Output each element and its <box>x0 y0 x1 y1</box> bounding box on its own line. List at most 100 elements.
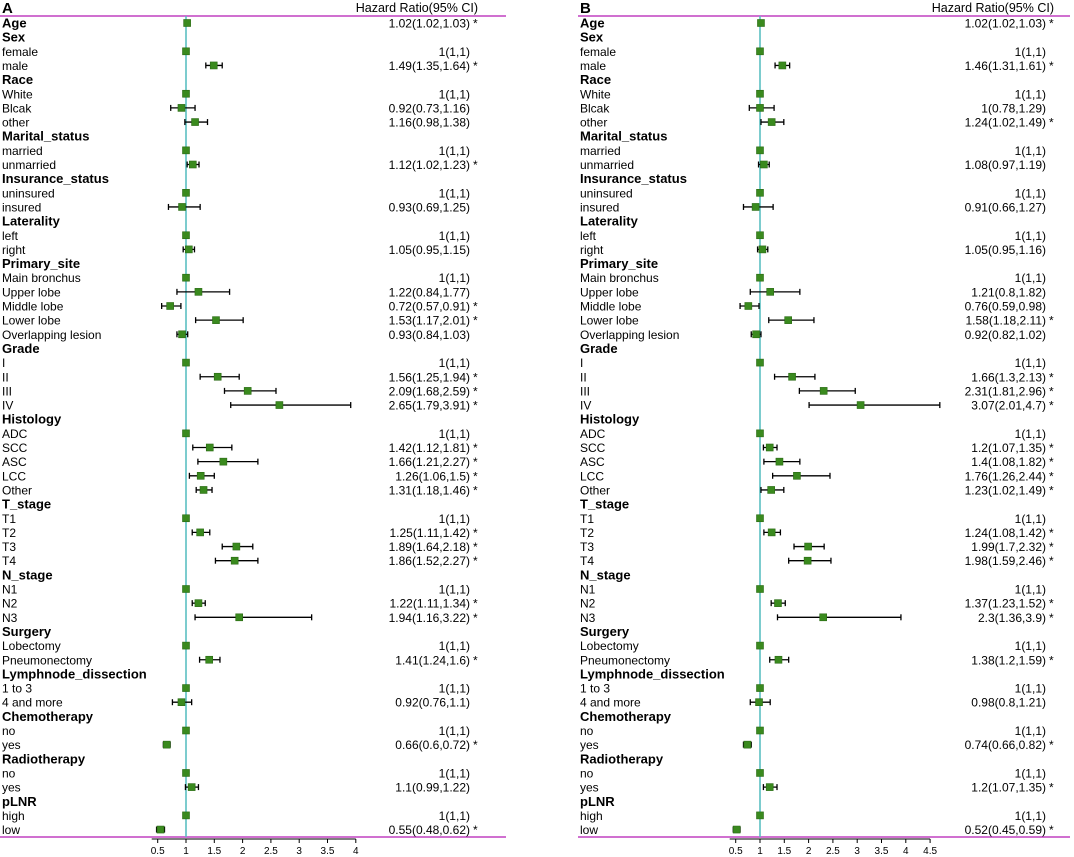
panel-a-hr-value: 1(1,1) <box>439 87 470 101</box>
panel-b-row-label: no <box>580 766 594 780</box>
panel-a-hr-value: 1.31(1.18,1.46) <box>389 483 470 497</box>
panel-b-row-label: insured <box>580 200 619 214</box>
panel-a-significance-mark: * <box>473 554 478 568</box>
panel-a-significance-mark: * <box>473 384 478 398</box>
panel-b-hr-marker <box>778 61 787 70</box>
panel-b-letter: B <box>580 0 591 17</box>
panel-b-row-label: Upper lobe <box>580 285 639 299</box>
panel-a-hr-value: 1.89(1.64,2.18) <box>389 540 470 554</box>
panel-b-row-label: yes <box>580 781 599 795</box>
panel-a-hr-marker <box>212 316 220 324</box>
panel-b-hr-value: 1(1,1) <box>1015 356 1046 370</box>
panel-b-hr-value: 1.4(1.08,1.82) <box>971 455 1046 469</box>
panel-b-row-label: unmarried <box>580 158 634 172</box>
panel-b-row-label: T2 <box>580 526 594 540</box>
panel-a-significance-mark: * <box>473 370 478 384</box>
panel-b-hr-marker <box>732 825 741 834</box>
panel-a-hr-value: 1(1,1) <box>439 512 470 526</box>
panel-b-hr-value: 1.2(1.07,1.35) <box>971 781 1046 795</box>
panel-b-hr-marker <box>756 273 764 282</box>
panel-b-hr-value: 0.74(0.66,0.82) <box>965 738 1046 752</box>
panel-b-significance-mark: * <box>1049 116 1054 130</box>
panel-b-hr-value: 0.91(0.66,1.27) <box>965 200 1046 214</box>
panel-a-row-label: 1 to 3 <box>2 682 32 696</box>
panel-a-row-label: Blcak <box>2 101 32 115</box>
panel-b-hr-value: 1.66(1.3,2.13) <box>971 370 1046 384</box>
panel-a-hr-marker <box>194 599 203 607</box>
panel-a-hr-marker <box>182 146 190 155</box>
panel-a-row-label: Middle lobe <box>2 300 64 314</box>
panel-b-hr-value: 1.99(1.7,2.32) <box>971 540 1046 554</box>
panel-b-row-label: II <box>580 370 587 384</box>
panel-b-significance-mark: * <box>1049 17 1054 31</box>
panel-a-hr-marker <box>182 189 190 197</box>
panel-b-row-label: low <box>580 823 598 837</box>
panel-a-hr-marker <box>275 401 284 409</box>
panel-b-hr-value: 1(1,1) <box>1015 809 1046 823</box>
panel-b-row-label: Main bronchus <box>580 271 659 285</box>
panel-b-x-tick-label: 2.5 <box>826 846 840 857</box>
panel-a-significance-mark: * <box>473 158 478 172</box>
panel-b-row-label: Overlapping lesion <box>580 328 679 342</box>
panel-b-group-header: Marital_status <box>580 129 667 144</box>
panel-a-row-label: Other <box>2 483 32 497</box>
panel-a-hr-marker <box>213 372 222 381</box>
panel-a-hr-value: 1.86(1.52,2.27) <box>389 554 470 568</box>
panel-b-hr-value: 1(1,1) <box>1015 766 1046 780</box>
panel-b-x-tick-label: 4.5 <box>923 846 937 857</box>
panel-b-hr-value: 1(1,1) <box>1015 144 1046 158</box>
panel-b-row-label: IV <box>580 399 591 413</box>
panel-a-hr-marker <box>182 429 190 438</box>
panel-a-hr-marker <box>232 542 241 551</box>
panel-a-row-label: LCC <box>2 469 26 483</box>
panel-a-hr-value: 1(1,1) <box>439 229 470 243</box>
panel-b-significance-mark: * <box>1049 653 1054 667</box>
panel-a-hr-marker <box>166 302 174 310</box>
panel-a-hr-value: 1.25(1.11,1.42) <box>389 526 470 540</box>
panel-b-row-label: N3 <box>580 611 596 625</box>
panel-b-hr-marker <box>803 556 812 565</box>
panel-b-row-label: Lobectomy <box>580 639 639 653</box>
panel-a-hr-value: 1.53(1.17,2.01) <box>389 314 470 328</box>
panel-a-group-header: Primary_site <box>2 256 80 271</box>
panel-b-hr-marker <box>756 231 764 240</box>
panel-b-significance-mark: * <box>1049 399 1054 413</box>
panel-b-hr-marker <box>758 245 767 254</box>
panel-a-hr-value: 0.93(0.69,1.25) <box>389 200 470 214</box>
panel-b-group-header: Lymphnode_dissection <box>580 666 725 681</box>
panel-a-row-label: ASC <box>2 455 27 469</box>
panel-a-hr-value: 1.66(1.21,2.27) <box>389 455 470 469</box>
panel-a-row-label: N2 <box>2 597 18 611</box>
panel-b-hr-marker <box>756 684 764 692</box>
panel-a-row-label: III <box>2 384 12 398</box>
panel-a-group-header: Lymphnode_dissection <box>2 666 147 681</box>
panel-a-hr-marker <box>182 89 190 98</box>
panel-a-group-header: Age <box>2 16 27 31</box>
panel-b-hr-marker <box>756 726 764 735</box>
panel-a-hr-marker <box>196 528 204 537</box>
panel-b-significance-mark: * <box>1049 823 1054 837</box>
panel-a-hr-marker <box>178 203 186 211</box>
panel-b-significance-mark: * <box>1049 370 1054 384</box>
panel-a-hr-marker <box>183 19 191 27</box>
panel-a-hr-value: 1(1,1) <box>439 45 470 59</box>
panel-a-row-label: yes <box>2 781 21 795</box>
panel-a-significance-mark: * <box>473 738 478 752</box>
panel-b-group-header: Primary_site <box>580 256 658 271</box>
panel-b-hr-marker <box>756 89 764 98</box>
panel-a-hr-marker <box>182 231 190 240</box>
panel-a-hr-marker <box>235 613 244 622</box>
panel-b-row-label: T1 <box>580 512 594 526</box>
panel-a-row-label: no <box>2 724 16 738</box>
panel-b-row-label: female <box>580 45 616 59</box>
panel-b-hr-value: 1(1,1) <box>1015 427 1046 441</box>
panel-b-hr-value: 1.46(1.31,1.61) <box>965 59 1046 73</box>
panel-a-hr-value: 1.41(1.24,1.6) <box>395 653 470 667</box>
panel-b-hr-value: 1.38(1.2,1.59) <box>971 653 1046 667</box>
panel-b-group-header: Insurance_status <box>580 171 687 186</box>
panel-b-hr-value: 1.76(1.26,2.44) <box>965 469 1046 483</box>
panel-b-hr-value: 1.37(1.23,1.52) <box>965 597 1046 611</box>
panel-b-row-label: SCC <box>580 441 606 455</box>
panel-a-hr-value: 1.22(0.84,1.77) <box>389 285 470 299</box>
panel-a-significance-mark: * <box>473 441 478 455</box>
